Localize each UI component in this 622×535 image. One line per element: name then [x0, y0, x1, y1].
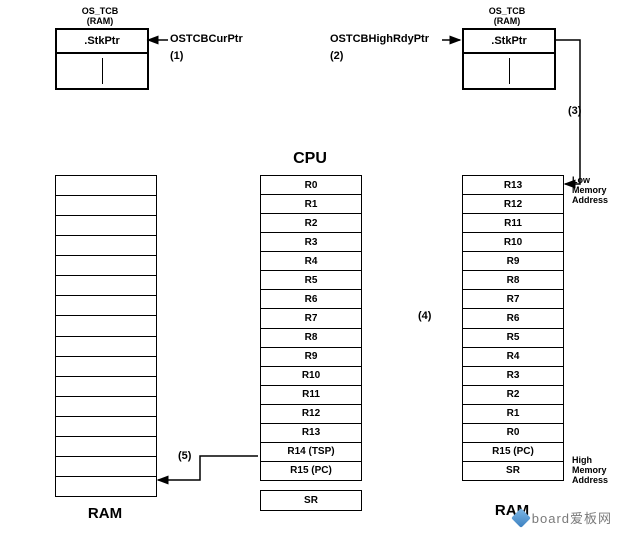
right-ram-cell: SR	[463, 462, 563, 480]
cpu-reg-cell: R5	[261, 271, 361, 290]
sr-box: SR	[260, 490, 362, 511]
cpu-reg-cell: R10	[261, 367, 361, 386]
step3-label: (3)	[568, 105, 581, 117]
left-ram-cell	[56, 437, 156, 457]
low-mem-label: Low Memory Address	[572, 175, 608, 205]
right-ram-cell: R0	[463, 424, 563, 443]
right-ram-cell: R15 (PC)	[463, 443, 563, 462]
tcb-right-box: .StkPtr	[462, 28, 556, 90]
cpu-reg-cell: R3	[261, 233, 361, 252]
right-ram-cell: R11	[463, 214, 563, 233]
watermark-logo-icon	[511, 508, 531, 528]
right-ram-cell: R5	[463, 329, 563, 348]
cpu-reg-cell: R1	[261, 195, 361, 214]
left-ram-cell	[56, 457, 156, 477]
tcb-right-header: OS_TCB	[462, 6, 552, 16]
tcb-right-field: .StkPtr	[464, 30, 554, 53]
left-ram-cell	[56, 477, 156, 496]
left-ram-cell	[56, 417, 156, 437]
tcb-left-sub: (RAM)	[55, 16, 145, 26]
tcb-left-field: .StkPtr	[57, 30, 147, 53]
step2-label: (2)	[330, 50, 343, 62]
cpu-reg-cell: R4	[261, 252, 361, 271]
tcb-left-body	[57, 53, 147, 88]
left-ram-cell	[56, 216, 156, 236]
left-ram-cell	[56, 196, 156, 216]
tcb-right-body	[464, 53, 554, 88]
tcb-right-sub: (RAM)	[462, 16, 552, 26]
ptr-right-label: OSTCBHighRdyPtr	[330, 33, 429, 45]
left-ram-cell	[56, 256, 156, 276]
high-mem-label: High Memory Address	[572, 455, 608, 485]
right-ram-cell: R13	[463, 176, 563, 195]
watermark-text: board爱板网	[532, 511, 612, 526]
right-ram-cell: R10	[463, 233, 563, 252]
left-ram-cell	[56, 236, 156, 256]
cpu-reg-cell: R9	[261, 348, 361, 367]
watermark: board爱板网	[514, 508, 612, 527]
cpu-reg-cell: R14 (TSP)	[261, 443, 361, 462]
step4-label: (4)	[418, 310, 431, 322]
right-ram-cell: R6	[463, 309, 563, 328]
tcb-left-header: OS_TCB	[55, 6, 145, 16]
right-ram-cell: R3	[463, 367, 563, 386]
right-ram-stack: R13R12R11R10R9R8R7R6R5R4R3R2R1R0R15 (PC)…	[462, 175, 564, 481]
ptr-left-label: OSTCBCurPtr	[170, 33, 243, 45]
left-ram-cell	[56, 316, 156, 336]
right-ram-cell: R4	[463, 348, 563, 367]
right-ram-cell: R7	[463, 290, 563, 309]
left-ram-cell	[56, 337, 156, 357]
left-ram-cell	[56, 176, 156, 196]
left-ram-stack	[55, 175, 157, 497]
right-ram-cell: R9	[463, 252, 563, 271]
right-ram-cell: R1	[463, 405, 563, 424]
cpu-reg-cell: R8	[261, 329, 361, 348]
cpu-reg-cell: R11	[261, 386, 361, 405]
cpu-reg-cell: R0	[261, 176, 361, 195]
cpu-title: CPU	[260, 150, 360, 168]
cpu-reg-cell: R6	[261, 290, 361, 309]
right-ram-cell: R8	[463, 271, 563, 290]
cpu-reg-cell: R2	[261, 214, 361, 233]
cpu-register-stack: R0R1R2R3R4R5R6R7R8R9R10R11R12R13R14 (TSP…	[260, 175, 362, 481]
cpu-reg-cell: R15 (PC)	[261, 462, 361, 480]
right-ram-cell: R12	[463, 195, 563, 214]
step1-label: (1)	[170, 50, 183, 62]
cpu-reg-cell: R12	[261, 405, 361, 424]
ram-left-label: RAM	[55, 505, 155, 522]
tcb-left-box: .StkPtr	[55, 28, 149, 90]
right-ram-cell: R2	[463, 386, 563, 405]
left-ram-cell	[56, 397, 156, 417]
cpu-reg-cell: R7	[261, 309, 361, 328]
left-ram-cell	[56, 357, 156, 377]
left-ram-cell	[56, 377, 156, 397]
step5-label: (5)	[178, 450, 191, 462]
left-ram-cell	[56, 276, 156, 296]
left-ram-cell	[56, 296, 156, 316]
cpu-reg-cell: R13	[261, 424, 361, 443]
